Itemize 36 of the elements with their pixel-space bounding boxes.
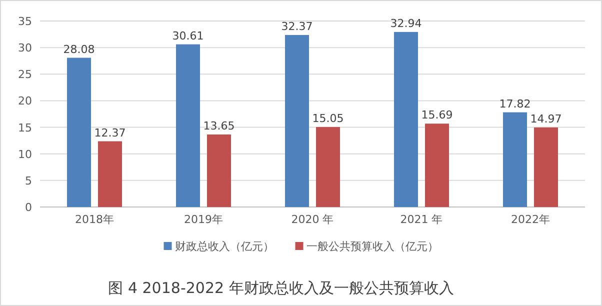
x-tick-label: 2019年 bbox=[184, 213, 223, 226]
bar bbox=[176, 44, 200, 207]
data-label: 30.61 bbox=[172, 29, 204, 42]
y-tick-label: 30 bbox=[18, 42, 32, 55]
y-tick-label: 25 bbox=[18, 68, 32, 82]
data-label: 13.65 bbox=[203, 119, 235, 132]
data-label: 12.37 bbox=[94, 126, 126, 140]
x-tick-label: 2021 年 bbox=[400, 213, 443, 226]
data-label: 15.05 bbox=[312, 112, 344, 126]
x-tick-label: 2022年 bbox=[511, 213, 550, 226]
y-tick-label: 5 bbox=[25, 174, 32, 188]
x-tick-label: 2018年 bbox=[75, 213, 114, 226]
data-label: 32.94 bbox=[390, 16, 422, 30]
data-label: 15.69 bbox=[421, 108, 453, 122]
bar bbox=[285, 34, 309, 207]
x-tick-label: 2020 年 bbox=[291, 213, 334, 226]
legend-label: 一般公共预算收入（亿元） bbox=[306, 240, 438, 253]
bar bbox=[207, 134, 231, 207]
y-tick-label: 0 bbox=[25, 201, 32, 214]
y-tick-label: 20 bbox=[18, 94, 32, 108]
bar bbox=[503, 112, 527, 207]
data-label: 17.82 bbox=[499, 97, 531, 110]
y-tick-label: 35 bbox=[18, 15, 32, 28]
y-tick-label: 15 bbox=[18, 121, 32, 134]
bar bbox=[534, 127, 558, 207]
bar bbox=[394, 32, 418, 207]
data-label: 28.08 bbox=[63, 42, 95, 56]
text: 图 4 2018-2022 年财政总收入及一般公共预算收入 bbox=[108, 279, 454, 297]
bar bbox=[425, 124, 449, 207]
data-label: 32.37 bbox=[281, 20, 313, 33]
bar bbox=[316, 127, 340, 207]
legend-label: 财政总收入（亿元） bbox=[174, 240, 274, 253]
bar bbox=[67, 58, 91, 207]
y-tick-label: 10 bbox=[18, 148, 32, 161]
data-label: 14.97 bbox=[530, 112, 562, 126]
bar bbox=[98, 141, 122, 207]
